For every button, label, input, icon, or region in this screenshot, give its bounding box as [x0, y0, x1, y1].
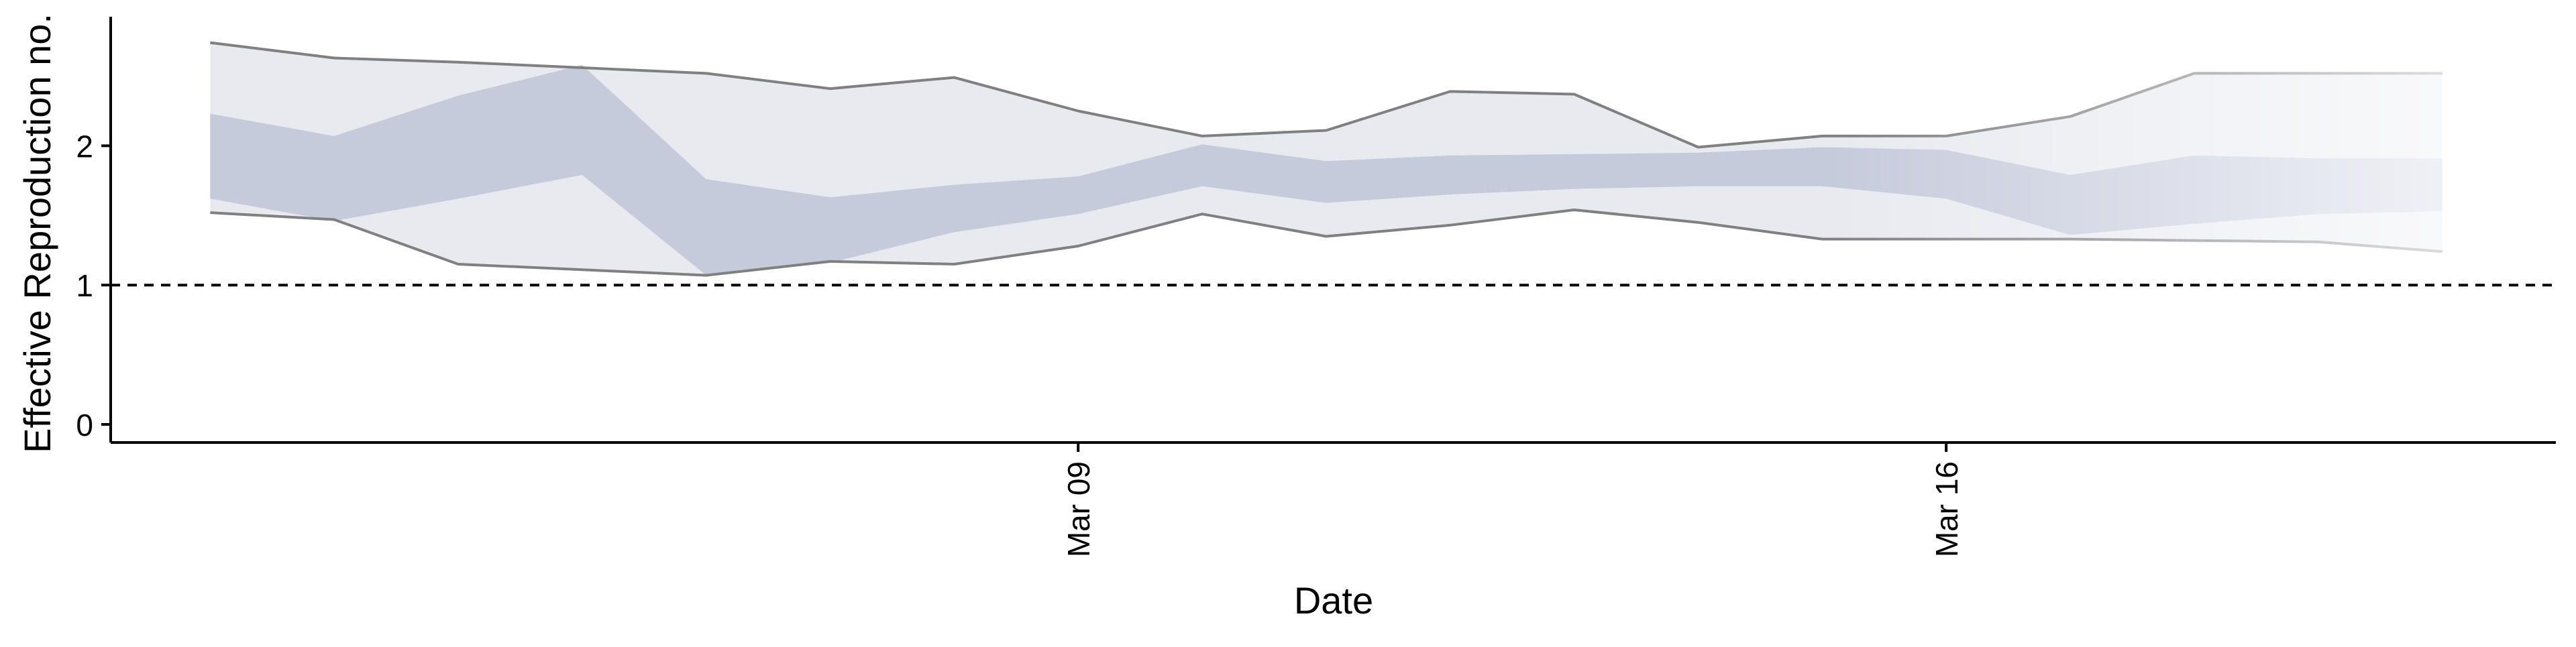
recent-fade-overlay — [1078, 13, 2443, 443]
y-tick-label: 2 — [76, 129, 93, 164]
x-tick-label: Mar 16 — [1929, 461, 1964, 557]
y-ticks: 0 1 2 — [76, 129, 111, 443]
x-ticks: Mar 09 Mar 16 — [1061, 443, 1964, 557]
x-axis-title: Date — [1294, 579, 1373, 622]
x-tick-label: Mar 09 — [1061, 461, 1096, 557]
y-tick-label: 0 — [76, 408, 93, 443]
plot-layer — [111, 13, 2556, 443]
y-tick-label: 1 — [76, 268, 93, 303]
y-axis-title: Effective Reproduction no. — [16, 13, 58, 453]
axis-layer: 0 1 2 Mar 09 Mar 16 Date Effective Reproduc… — [16, 13, 2556, 622]
